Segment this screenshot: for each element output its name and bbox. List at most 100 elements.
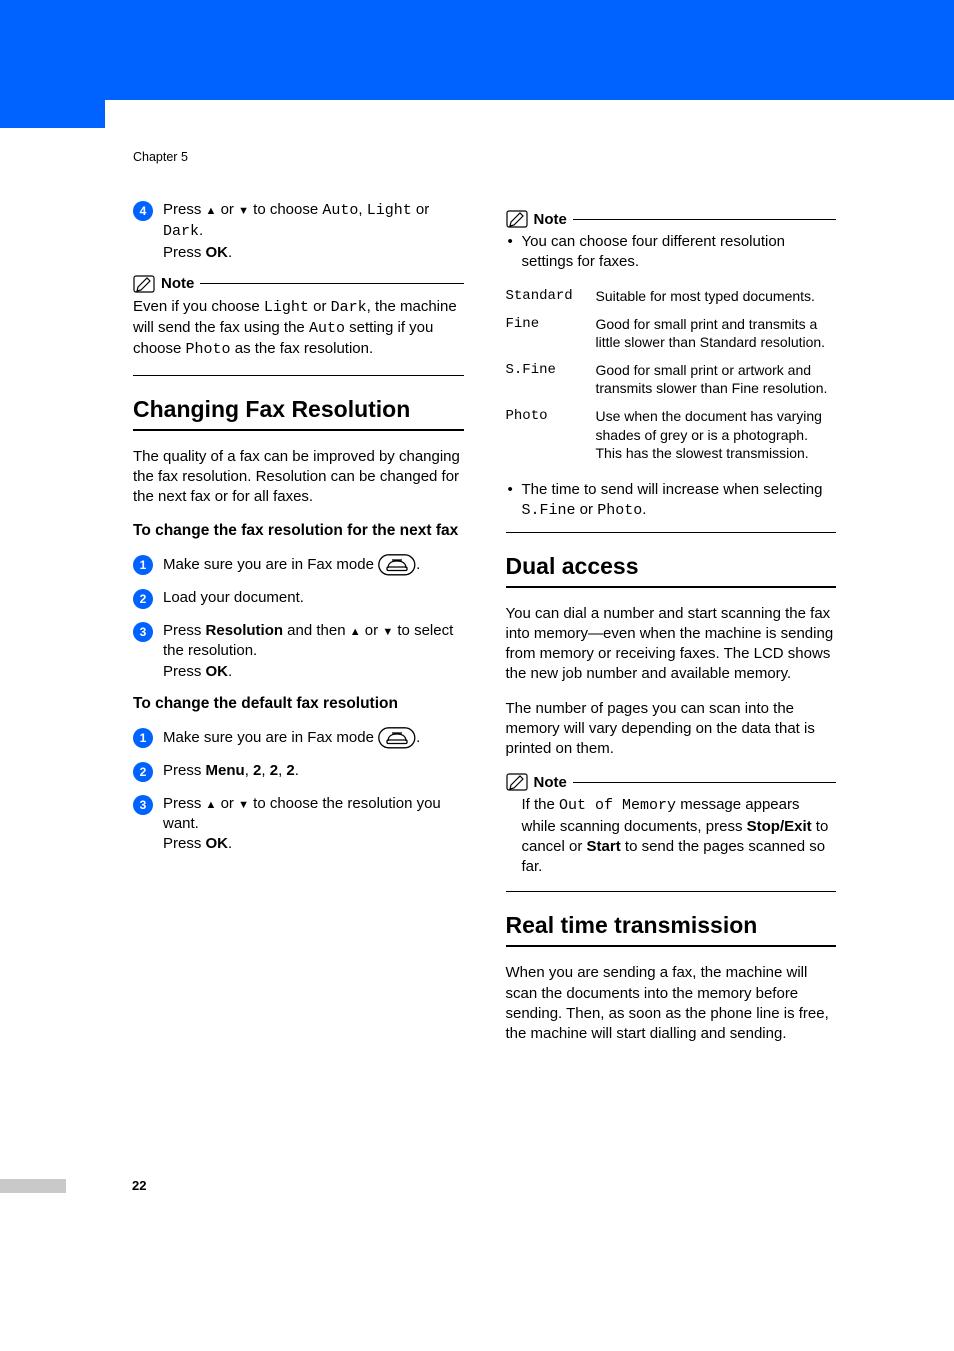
t: , — [245, 762, 253, 779]
page: Chapter 5 4 Press or to choose Auto, Lig… — [0, 0, 954, 1351]
header-band — [0, 0, 954, 128]
arrow-up-icon — [206, 201, 217, 218]
step-text: Make sure you are in Fax mode . — [163, 554, 420, 576]
table-row: FineGood for small print and transmits a… — [506, 311, 837, 357]
note-rule — [573, 219, 836, 220]
t: or — [309, 298, 331, 315]
note-body: If the Out of Memory message appears whi… — [506, 795, 837, 877]
divider — [506, 532, 837, 533]
t: Press — [163, 201, 206, 218]
step-1: 1 Make sure you are in Fax mode . — [133, 554, 464, 576]
res-key: Fine — [506, 311, 596, 357]
ok-key: OK — [206, 244, 229, 261]
t: Press — [163, 795, 206, 812]
t: . — [416, 729, 420, 746]
t: , — [261, 762, 269, 779]
option-auto: Auto — [322, 202, 358, 219]
start-key: Start — [587, 838, 621, 855]
key-2: 2 — [270, 762, 278, 779]
step-text: Press or to choose Auto, Light or Dark. … — [163, 200, 464, 263]
step-1b: 1 Make sure you are in Fax mode . — [133, 727, 464, 749]
page-number: 22 — [132, 1178, 146, 1193]
t: as the fax resolution. — [231, 340, 374, 357]
arrow-down-icon — [238, 795, 249, 812]
t: or — [412, 201, 430, 218]
code: Dark — [331, 299, 367, 316]
right-column: Note You can choose four different resol… — [506, 200, 837, 1058]
step-2: 2 Load your document. — [133, 588, 464, 609]
key-2: 2 — [286, 762, 294, 779]
note-label: Note — [534, 774, 567, 791]
heading-changing-resolution: Changing Fax Resolution — [133, 396, 464, 423]
note-header: Note — [133, 275, 464, 293]
heading-rule — [133, 429, 464, 431]
arrow-up-icon — [350, 622, 361, 639]
heading-real-time: Real time transmission — [506, 912, 837, 939]
step-text: Load your document. — [163, 588, 304, 608]
step-text: Press or to choose the resolution you wa… — [163, 794, 464, 855]
page-stub-icon — [0, 1179, 66, 1193]
step-number-icon: 1 — [133, 728, 153, 748]
heading-rule — [506, 586, 837, 588]
t: Even if you choose — [133, 298, 264, 315]
t: Press — [163, 663, 206, 680]
divider — [133, 375, 464, 376]
page-footer: 22 — [0, 1178, 146, 1193]
note-label: Note — [161, 275, 194, 292]
t: The time to send will increase when sele… — [522, 481, 823, 498]
t: , — [358, 201, 366, 218]
t: Press — [163, 244, 206, 261]
code: Light — [264, 299, 309, 316]
step-text: Press Menu, 2, 2, 2. — [163, 761, 299, 781]
step-number-icon: 3 — [133, 622, 153, 642]
note-icon — [506, 773, 528, 791]
stop-exit-key: Stop/Exit — [747, 818, 812, 835]
menu-key: Menu — [206, 762, 245, 779]
arrow-down-icon — [382, 622, 393, 639]
note-bullets: The time to send will increase when sele… — [506, 480, 837, 522]
note-rule — [573, 782, 836, 783]
note-header: Note — [506, 773, 837, 791]
t: and then — [283, 622, 350, 639]
res-desc: Suitable for most typed documents. — [596, 283, 837, 311]
t: Make sure you are in Fax mode — [163, 729, 378, 746]
step-4: 4 Press or to choose Auto, Light or Dark… — [133, 200, 464, 263]
t: to choose — [249, 201, 322, 218]
t: Make sure you are in Fax mode — [163, 556, 378, 573]
resolution-table: StandardSuitable for most typed document… — [506, 283, 837, 469]
note-header: Note — [506, 210, 837, 228]
code: Photo — [186, 341, 231, 358]
step-2b: 2 Press Menu, 2, 2, 2. — [133, 761, 464, 782]
arrow-up-icon — [206, 795, 217, 812]
chapter-label: Chapter 5 — [133, 150, 836, 164]
paragraph: The quality of a fax can be improved by … — [133, 447, 464, 508]
resolution-key: Resolution — [206, 622, 284, 639]
ok-key: OK — [206, 835, 229, 852]
t: . — [228, 244, 232, 261]
t: or — [216, 795, 238, 812]
header-band-left — [0, 0, 105, 128]
left-column: 4 Press or to choose Auto, Light or Dark… — [133, 200, 464, 1058]
step-3: 3 Press Resolution and then or to select… — [133, 621, 464, 682]
option-light: Light — [367, 202, 412, 219]
note-label: Note — [534, 211, 567, 228]
t: . — [295, 762, 299, 779]
note-body: Even if you choose Light or Dark, the ma… — [133, 297, 464, 361]
subheading-next-fax: To change the fax resolution for the nex… — [133, 521, 464, 542]
option-dark: Dark — [163, 223, 199, 240]
paragraph: The number of pages you can scan into th… — [506, 699, 837, 760]
code: Auto — [309, 320, 345, 337]
bullet: The time to send will increase when sele… — [506, 480, 837, 522]
res-key: Standard — [506, 283, 596, 311]
note-rule — [200, 283, 463, 284]
t: or — [576, 501, 598, 518]
content-area: Chapter 5 4 Press or to choose Auto, Lig… — [0, 128, 954, 1058]
note-icon — [133, 275, 155, 293]
step-number-icon: 3 — [133, 795, 153, 815]
t: Press — [163, 622, 206, 639]
header-band-right — [105, 0, 954, 100]
subheading-default-resolution: To change the default fax resolution — [133, 694, 464, 715]
paragraph: You can dial a number and start scanning… — [506, 604, 837, 685]
step-number-icon: 2 — [133, 762, 153, 782]
arrow-down-icon — [238, 201, 249, 218]
